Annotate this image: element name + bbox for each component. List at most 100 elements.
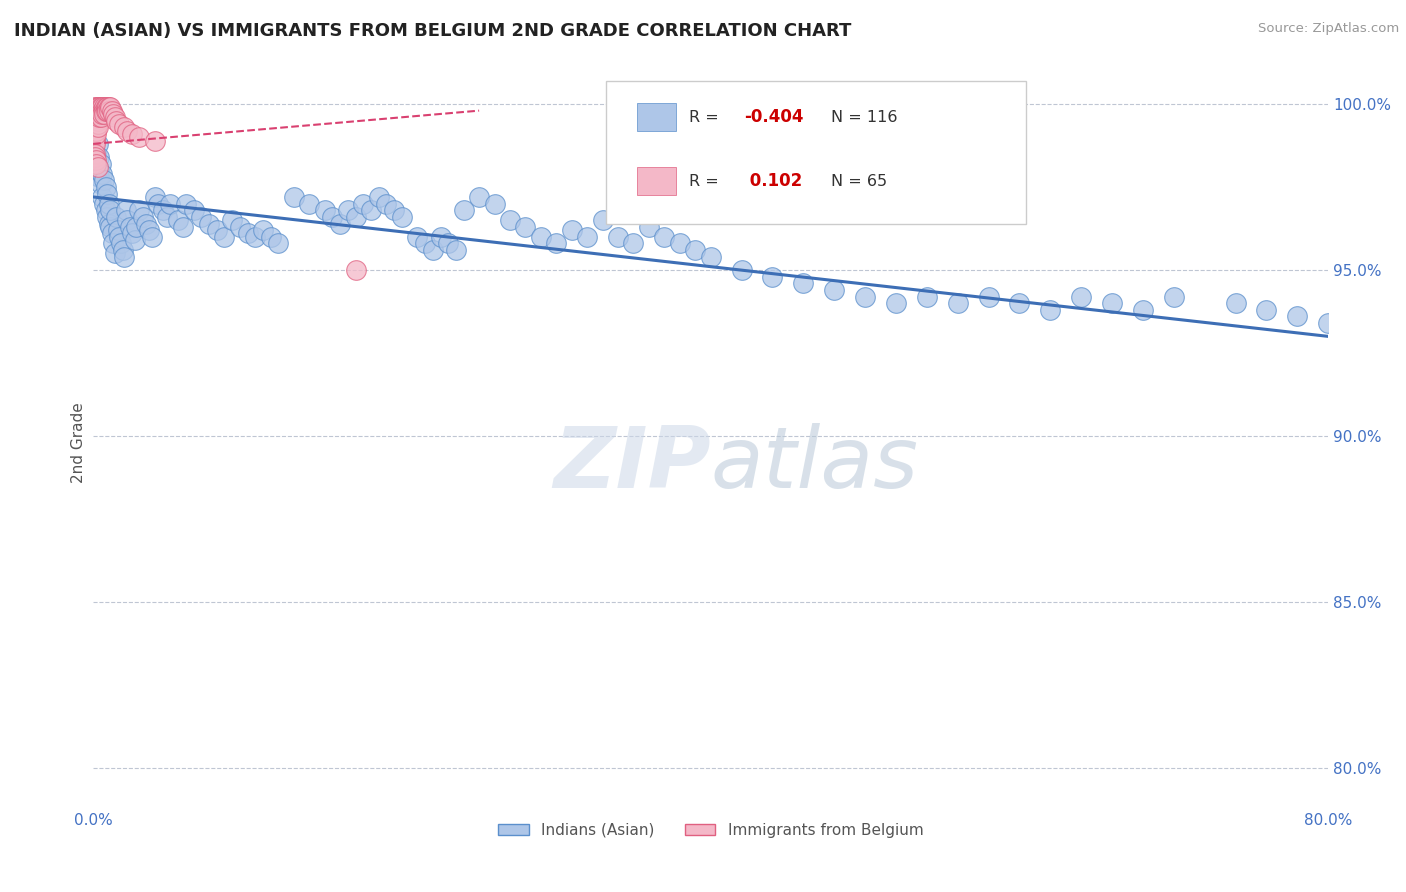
Point — [654, 229, 676, 244]
Point — [84, 123, 107, 137]
Point — [121, 227, 143, 241]
Point — [84, 146, 107, 161]
Point — [83, 103, 105, 118]
Point — [83, 117, 105, 131]
Point — [156, 210, 179, 224]
Point — [89, 103, 111, 118]
Point — [360, 203, 382, 218]
Point — [89, 150, 111, 164]
Point — [375, 196, 398, 211]
Point — [90, 157, 112, 171]
Point — [100, 227, 122, 241]
Point — [89, 100, 111, 114]
Point — [83, 130, 105, 145]
Point — [128, 130, 150, 145]
Point — [87, 113, 110, 128]
Point — [108, 117, 131, 131]
Point — [97, 103, 120, 118]
Point — [93, 100, 115, 114]
Point — [98, 100, 121, 114]
Point — [382, 203, 405, 218]
Point — [561, 223, 583, 237]
Text: INDIAN (ASIAN) VS IMMIGRANTS FROM BELGIUM 2ND GRADE CORRELATION CHART: INDIAN (ASIAN) VS IMMIGRANTS FROM BELGIU… — [14, 22, 852, 40]
Point — [546, 236, 568, 251]
Point — [89, 110, 111, 124]
Point — [90, 110, 112, 124]
Point — [93, 173, 115, 187]
Point — [236, 227, 259, 241]
Point — [97, 217, 120, 231]
Point — [172, 219, 194, 234]
Point — [87, 160, 110, 174]
Point — [1317, 316, 1340, 330]
Point — [87, 107, 110, 121]
Text: atlas: atlas — [710, 423, 918, 506]
Point — [105, 210, 128, 224]
Point — [83, 107, 105, 121]
Point — [352, 196, 374, 211]
Point — [761, 269, 783, 284]
Point — [592, 213, 614, 227]
Point — [152, 203, 174, 218]
Point — [367, 190, 389, 204]
Point — [683, 243, 706, 257]
Point — [83, 130, 105, 145]
Point — [1163, 289, 1185, 303]
Point — [100, 103, 122, 118]
Point — [96, 186, 118, 201]
Legend: Indians (Asian), Immigrants from Belgium: Indians (Asian), Immigrants from Belgium — [492, 817, 929, 844]
Point — [83, 150, 105, 164]
Point — [83, 120, 105, 135]
Point — [83, 100, 105, 114]
Point — [444, 243, 467, 257]
Text: ZIP: ZIP — [553, 423, 710, 506]
Point — [128, 203, 150, 218]
Point — [174, 196, 197, 211]
Point — [96, 100, 118, 114]
Point — [111, 243, 134, 257]
Text: N = 65: N = 65 — [831, 174, 887, 188]
Point — [114, 203, 136, 218]
Point — [96, 103, 118, 118]
Point — [91, 107, 114, 121]
Point — [853, 289, 876, 303]
Point — [422, 243, 444, 257]
Point — [329, 217, 352, 231]
Point — [89, 169, 111, 184]
Point — [125, 219, 148, 234]
Point — [391, 210, 413, 224]
Point — [453, 203, 475, 218]
Point — [104, 110, 127, 124]
Point — [84, 157, 107, 171]
Point — [143, 190, 166, 204]
Point — [183, 203, 205, 218]
Point — [83, 127, 105, 141]
Point — [112, 120, 135, 135]
Point — [1132, 302, 1154, 317]
Point — [1008, 296, 1031, 310]
Point — [103, 107, 125, 121]
Point — [89, 107, 111, 121]
Text: N = 116: N = 116 — [831, 110, 897, 125]
Point — [1256, 302, 1278, 317]
Point — [298, 196, 321, 211]
Point — [823, 283, 845, 297]
Point — [413, 236, 436, 251]
Point — [120, 219, 142, 234]
Point — [344, 210, 367, 224]
Point — [84, 103, 107, 118]
Point — [576, 229, 599, 244]
Point — [84, 110, 107, 124]
Point — [214, 229, 236, 244]
Y-axis label: 2nd Grade: 2nd Grade — [72, 402, 86, 483]
Point — [84, 127, 107, 141]
Point — [90, 103, 112, 118]
Point — [96, 210, 118, 224]
Point — [530, 229, 553, 244]
Point — [93, 103, 115, 118]
Point — [167, 213, 190, 227]
Point — [90, 100, 112, 114]
Point — [84, 153, 107, 168]
Point — [105, 113, 128, 128]
Point — [83, 113, 105, 128]
